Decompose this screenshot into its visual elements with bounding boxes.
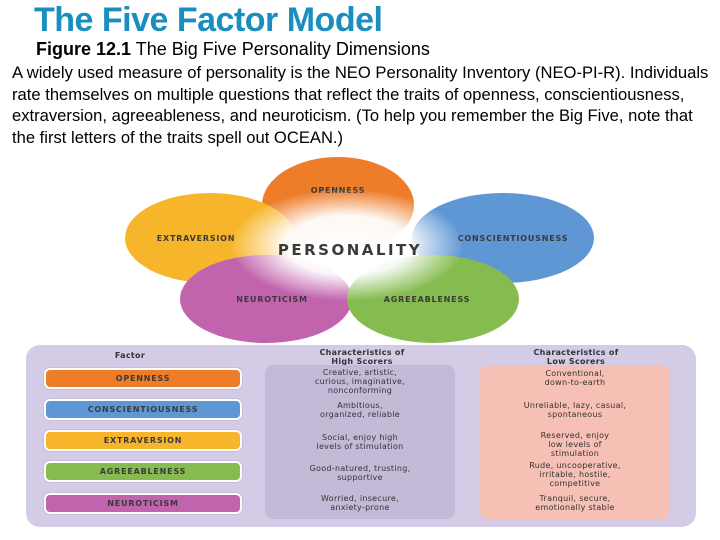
low-neuroticism: Tranquil, secure, emotionally stable — [480, 494, 670, 512]
column-header-high: Characteristics of High Scorers — [268, 348, 456, 366]
intro-paragraph: A widely used measure of personality is … — [12, 63, 709, 147]
low-openness: Conventional, down-to-earth — [480, 369, 670, 387]
column-header-low-line2: Low Scorers — [546, 357, 606, 366]
center-glow — [232, 190, 462, 300]
cell-line: Ambitious, — [337, 401, 383, 410]
cell-line: Conventional, — [545, 369, 605, 378]
high-conscientiousness: Ambitious, organized, reliable — [265, 401, 455, 419]
high-agreeableness: Good-natured, trusting, supportive — [265, 464, 455, 482]
figure-caption: Figure 12.1 The Big Five Personality Dim… — [36, 39, 430, 59]
cell-line: spontaneous — [547, 410, 603, 419]
page-title: The Five Factor Model — [34, 1, 383, 39]
cell-line: competitive — [549, 479, 601, 488]
low-conscientiousness: Unreliable, lazy, casual, spontaneous — [480, 401, 670, 419]
cell-line: levels of stimulation — [316, 442, 404, 451]
petal-conscientiousness-label: CONSCIENTIOUSNESS — [457, 233, 569, 243]
column-header-low-line1: Characteristics of — [533, 348, 619, 357]
petal-agreeableness-label: AGREEABLENESS — [383, 294, 471, 304]
figure-caption-text: The Big Five Personality Dimensions — [135, 39, 430, 59]
center-label: PERSONALITY — [277, 241, 423, 259]
high-openness: Creative, artistic, curious, imaginative… — [265, 368, 455, 395]
factor-openness: OPENNESS — [44, 368, 242, 389]
high-scorers-column — [265, 365, 455, 519]
cell-line: curious, imaginative, — [314, 377, 406, 386]
cell-line: supportive — [337, 473, 383, 482]
cell-line: Good-natured, trusting, — [309, 464, 411, 473]
figure-label: Figure 12.1 — [36, 39, 132, 59]
cell-line: Rude, uncooperative, — [529, 461, 621, 470]
high-neuroticism: Worried, insecure, anxiety-prone — [265, 494, 455, 512]
low-agreeableness: Rude, uncooperative, irritable, hostile,… — [480, 461, 670, 488]
cell-line: Unreliable, lazy, casual, — [523, 401, 627, 410]
cell-line: low levels of — [548, 440, 602, 449]
column-header-factor: Factor — [114, 351, 146, 360]
high-extraversion: Social, enjoy high levels of stimulation — [265, 433, 455, 451]
cell-line: irritable, hostile, — [539, 470, 611, 479]
low-extraversion: Reserved, enjoy low levels of stimulatio… — [480, 431, 670, 458]
petal-extraversion-label: EXTRAVERSION — [156, 233, 236, 243]
cell-line: Worried, insecure, — [321, 494, 399, 503]
cell-line: organized, reliable — [320, 410, 400, 419]
cell-line: Reserved, enjoy — [540, 431, 610, 440]
cell-line: anxiety-prone — [330, 503, 390, 512]
cell-line: nonconforming — [327, 386, 393, 395]
column-header-high-line2: High Scorers — [331, 357, 393, 366]
cell-line: Social, enjoy high — [321, 433, 399, 442]
petal-neuroticism-label: NEUROTICISM — [236, 294, 308, 304]
low-scorers-column — [480, 365, 670, 519]
factor-agreeableness: AGREEABLENESS — [44, 461, 242, 482]
cell-line: stimulation — [550, 449, 600, 458]
column-header-high-line1: Characteristics of — [319, 348, 405, 357]
cell-line: Creative, artistic, — [322, 368, 398, 377]
factor-conscientiousness: CONSCIENTIOUSNESS — [44, 399, 242, 420]
column-header-low: Characteristics of Low Scorers — [482, 348, 670, 366]
cell-line: Tranquil, secure, — [539, 494, 611, 503]
cell-line: down-to-earth — [544, 378, 606, 387]
factor-extraversion: EXTRAVERSION — [44, 430, 242, 451]
cell-line: emotionally stable — [535, 503, 615, 512]
factor-neuroticism: NEUROTICISM — [44, 493, 242, 514]
